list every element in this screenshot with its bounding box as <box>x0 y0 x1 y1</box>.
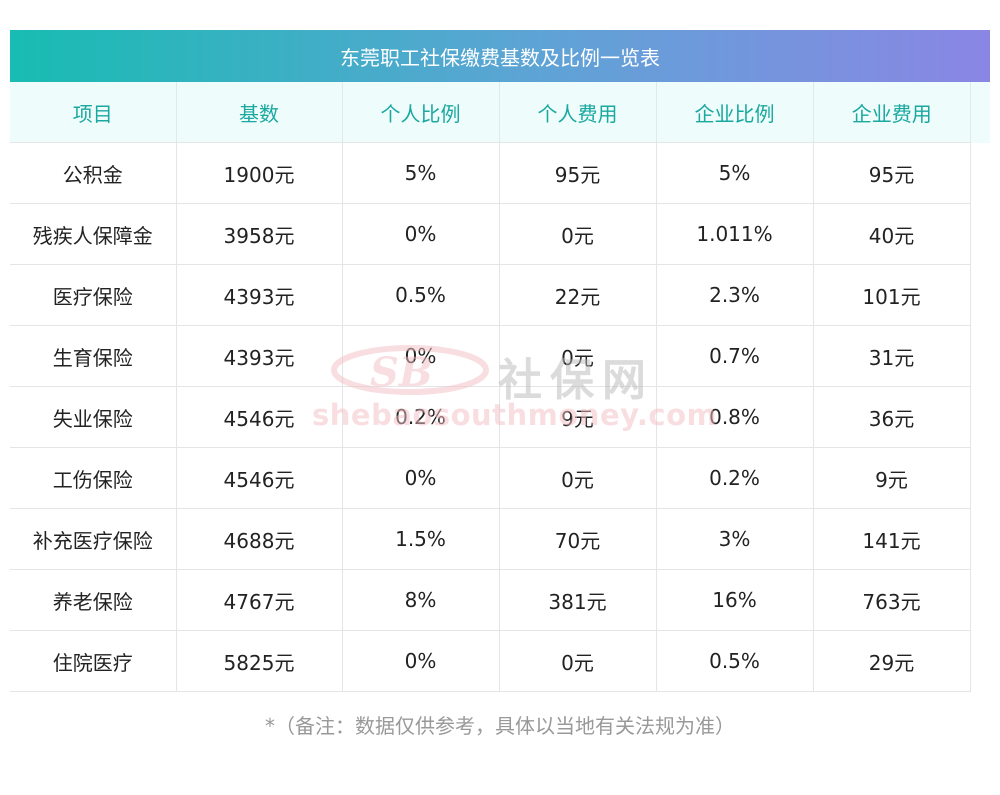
cell-personal-rate: 5% <box>341 142 499 204</box>
cell-personal-rate: 1.5% <box>341 508 499 570</box>
cell-item: 住院医疗 <box>10 630 176 692</box>
cell-item: 补充医疗保险 <box>10 508 176 570</box>
cell-company-rate: 0.7% <box>655 325 813 387</box>
cell-personal-fee: 9元 <box>498 386 656 448</box>
rates-table: 项目 基数 个人比例 个人费用 企业比例 企业费用 公积金 1900元 5% 9… <box>10 82 971 692</box>
cell-company-fee: 95元 <box>812 142 971 204</box>
cell-company-rate: 1.011% <box>655 203 813 265</box>
cell-item: 公积金 <box>10 142 176 204</box>
cell-personal-fee: 22元 <box>498 264 656 326</box>
cell-item: 工伤保险 <box>10 447 176 509</box>
header-company-fee: 企业费用 <box>812 82 970 143</box>
cell-personal-rate: 0% <box>341 447 499 509</box>
table-row: 住院医疗 5825元 0% 0元 0.5% 29元 <box>10 630 971 692</box>
cell-company-rate: 0.5% <box>655 630 813 692</box>
cell-base: 4767元 <box>175 569 342 631</box>
cell-item: 养老保险 <box>10 569 176 631</box>
cell-personal-rate: 0% <box>341 325 499 387</box>
cell-company-fee: 9元 <box>812 447 971 509</box>
cell-personal-fee: 0元 <box>498 325 656 387</box>
cell-company-rate: 2.3% <box>655 264 813 326</box>
cell-personal-fee: 0元 <box>498 203 656 265</box>
cell-company-fee: 763元 <box>812 569 971 631</box>
cell-personal-rate: 0% <box>341 203 499 265</box>
header-extension <box>970 82 990 143</box>
cell-personal-fee: 0元 <box>498 630 656 692</box>
cell-base: 4546元 <box>175 447 342 509</box>
header-item: 项目 <box>10 82 176 143</box>
cell-company-fee: 141元 <box>812 508 971 570</box>
cell-company-fee: 29元 <box>812 630 971 692</box>
cell-company-rate: 3% <box>655 508 813 570</box>
header-row: 项目 基数 个人比例 个人费用 企业比例 企业费用 <box>10 82 970 143</box>
cell-personal-fee: 95元 <box>498 142 656 204</box>
cell-personal-rate: 0.5% <box>341 264 499 326</box>
table-row: 补充医疗保险 4688元 1.5% 70元 3% 141元 <box>10 508 971 570</box>
cell-personal-rate: 0.2% <box>341 386 499 448</box>
cell-company-fee: 101元 <box>812 264 971 326</box>
cell-company-rate: 0.2% <box>655 447 813 509</box>
header-base: 基数 <box>175 82 342 143</box>
cell-personal-fee: 0元 <box>498 447 656 509</box>
header-company-rate: 企业比例 <box>655 82 813 143</box>
cell-personal-fee: 70元 <box>498 508 656 570</box>
table-row: 残疾人保障金 3958元 0% 0元 1.011% 40元 <box>10 203 971 265</box>
cell-item: 生育保险 <box>10 325 176 387</box>
cell-company-rate: 0.8% <box>655 386 813 448</box>
table-row: 养老保险 4767元 8% 381元 16% 763元 <box>10 569 971 631</box>
table-row: 医疗保险 4393元 0.5% 22元 2.3% 101元 <box>10 264 971 326</box>
cell-item: 失业保险 <box>10 386 176 448</box>
table-row: 生育保险 4393元 0% 0元 0.7% 31元 <box>10 325 971 387</box>
cell-base: 5825元 <box>175 630 342 692</box>
table-row: 工伤保险 4546元 0% 0元 0.2% 9元 <box>10 447 971 509</box>
header-personal-rate: 个人比例 <box>341 82 499 143</box>
cell-item: 医疗保险 <box>10 264 176 326</box>
cell-personal-rate: 0% <box>341 630 499 692</box>
cell-base: 3958元 <box>175 203 342 265</box>
cell-base: 4393元 <box>175 325 342 387</box>
cell-base: 4688元 <box>175 508 342 570</box>
cell-personal-rate: 8% <box>341 569 499 631</box>
cell-personal-fee: 381元 <box>498 569 656 631</box>
table-row: 失业保险 4546元 0.2% 9元 0.8% 36元 <box>10 386 971 448</box>
table-row: 公积金 1900元 5% 95元 5% 95元 <box>10 142 971 204</box>
cell-base: 4546元 <box>175 386 342 448</box>
cell-company-fee: 31元 <box>812 325 971 387</box>
cell-company-rate: 16% <box>655 569 813 631</box>
cell-base: 1900元 <box>175 142 342 204</box>
cell-item: 残疾人保障金 <box>10 203 176 265</box>
table-title: 东莞职工社保缴费基数及比例一览表 <box>10 30 990 82</box>
cell-company-rate: 5% <box>655 142 813 204</box>
cell-company-fee: 36元 <box>812 386 971 448</box>
cell-base: 4393元 <box>175 264 342 326</box>
header-personal-fee: 个人费用 <box>498 82 656 143</box>
footnote: *（备注：数据仅供参考，具体以当地有关法规为准） <box>265 714 735 738</box>
cell-company-fee: 40元 <box>812 203 971 265</box>
